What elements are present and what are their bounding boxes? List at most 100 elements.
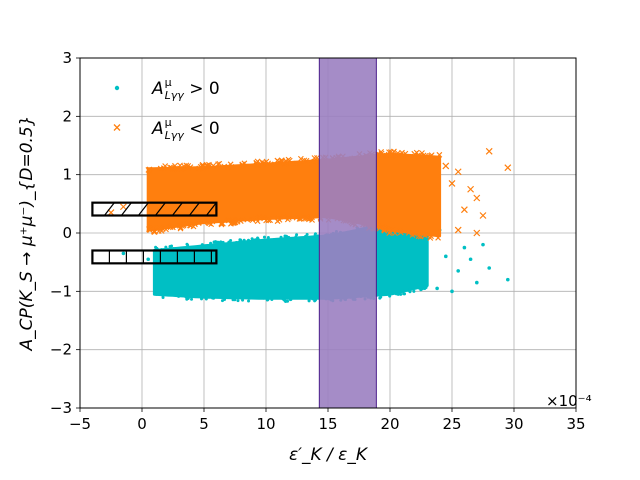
scatter-point: [390, 291, 394, 295]
y-tick-label: −3: [50, 399, 72, 417]
scatter-point: [402, 292, 406, 296]
scatter-point: [227, 240, 231, 244]
scatter-point: [234, 241, 238, 245]
scatter-point: [215, 161, 221, 168]
scatter-point: [286, 157, 293, 164]
scatter-point: [198, 245, 202, 249]
scatter-point: [284, 295, 288, 299]
scatter-point: [204, 297, 208, 301]
scatter-point: [269, 239, 273, 243]
scatter-point: [400, 152, 406, 159]
scatter-point: [381, 227, 388, 234]
scatter-point: [303, 157, 310, 164]
scatter-point: [172, 165, 178, 172]
scatter-point: [271, 161, 278, 168]
scatter-point: [207, 244, 211, 248]
y-tick-label: 0: [62, 224, 72, 242]
scatter-point: [167, 164, 173, 171]
scatter-point: [249, 217, 256, 224]
scatter-point: [191, 294, 195, 298]
scatter-point: [250, 237, 254, 241]
scatter-point: [311, 158, 318, 165]
scatter-point: [400, 289, 404, 293]
scatter-point: [121, 251, 126, 256]
scatter-point: [393, 152, 400, 159]
scatter-point: [473, 194, 481, 202]
scatter-point: [405, 229, 412, 236]
scatter-point: [184, 294, 188, 298]
scatter-point: [146, 166, 153, 173]
scatter-point: [247, 239, 251, 243]
hatch-line: [137, 202, 149, 216]
scatter-point: [377, 225, 384, 231]
scatter-point: [253, 159, 260, 166]
x-tick-label: 0: [137, 415, 147, 433]
scatter-point: [454, 168, 462, 176]
scatter-point: [224, 243, 228, 247]
scatter-point: [428, 233, 434, 240]
scatter-point: [427, 153, 434, 159]
scatter-point: [209, 241, 213, 245]
scatter-point: [157, 224, 164, 231]
scatter-point: [475, 280, 479, 285]
legend-marker-negative: [113, 124, 121, 131]
scatter-point: [390, 227, 396, 234]
x-tick-label: 35: [566, 415, 585, 433]
scatter-point: [183, 162, 190, 169]
scatter-point: [312, 296, 316, 300]
scatter-point: [219, 241, 223, 245]
scatter-point: [213, 243, 217, 247]
scatter-point: [265, 217, 272, 224]
hatch-line: [171, 202, 183, 216]
scatter-point: [190, 297, 194, 301]
x-axis: −5 0 5 10 15 20 25 30 35: [69, 408, 586, 433]
scatter-point: [199, 163, 206, 169]
scatter-point: [119, 203, 127, 211]
hatched-box-diagonal: [91, 201, 218, 217]
scatter-point: [399, 292, 403, 296]
scatter-point: [146, 257, 150, 262]
scatter-point: [280, 295, 284, 299]
hatch-line: [154, 202, 166, 216]
scatter-point: [422, 153, 429, 159]
scatter-point: [287, 235, 291, 239]
scatter-point: [227, 161, 234, 168]
scatter-point: [284, 234, 288, 238]
scatter-point: [185, 220, 192, 227]
scatter-point: [180, 222, 187, 229]
scatter-point: [262, 239, 266, 243]
scatter-point: [460, 206, 468, 214]
scatter-point: [225, 217, 232, 224]
scatter-point: [279, 158, 286, 165]
x-tick-label: −5: [69, 415, 91, 433]
x-axis-label: ε′_K / ε_K: [289, 445, 369, 465]
scatter-point: [301, 157, 308, 164]
scatter-point: [206, 163, 212, 170]
hatched-box-vertical: [91, 249, 218, 265]
scatter-point: [247, 299, 251, 303]
scatter-point: [186, 246, 190, 250]
scatter-point: [479, 212, 487, 219]
scatter-point: [450, 289, 454, 294]
scatter-point: [200, 163, 207, 170]
scatter-point: [442, 162, 450, 170]
scatter-point: [241, 298, 245, 302]
scatter-point: [231, 219, 238, 226]
scatter-point: [456, 269, 461, 273]
scatter-point: [236, 299, 240, 303]
scatter-point: [293, 214, 300, 221]
legend: Aμ Lγγ > 0 Aμ Lγγ < 0: [113, 76, 220, 142]
scatter-point: [485, 147, 493, 155]
scatter-point: [506, 277, 510, 282]
scatter-point: [200, 243, 204, 247]
y-tick-label: 3: [62, 49, 72, 67]
scatter-point: [168, 292, 172, 296]
x-scale-note: ×10⁻⁴: [546, 392, 592, 410]
scatter-point: [313, 232, 317, 236]
scatter-point: [275, 215, 282, 221]
scatter-point: [240, 295, 244, 299]
scatter-point: [228, 220, 234, 227]
scatter-point: [305, 232, 309, 236]
scatter-point: [315, 235, 319, 239]
